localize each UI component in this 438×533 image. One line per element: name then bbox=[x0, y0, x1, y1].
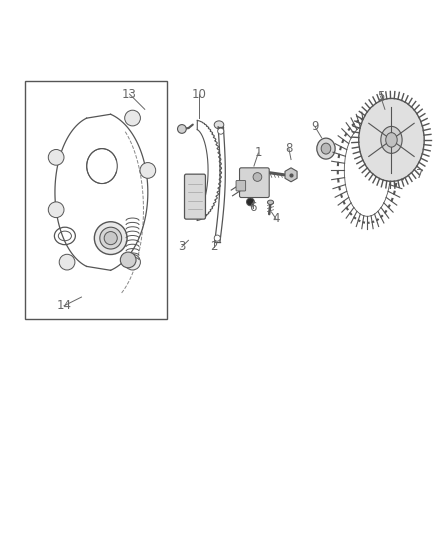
Ellipse shape bbox=[381, 126, 402, 154]
FancyBboxPatch shape bbox=[236, 181, 246, 191]
Text: 7: 7 bbox=[416, 168, 424, 181]
FancyBboxPatch shape bbox=[184, 174, 205, 219]
Ellipse shape bbox=[268, 200, 274, 205]
Ellipse shape bbox=[317, 138, 335, 159]
Ellipse shape bbox=[359, 99, 424, 181]
Text: 4: 4 bbox=[272, 212, 279, 225]
Text: 5: 5 bbox=[377, 90, 384, 103]
Text: 2: 2 bbox=[210, 240, 218, 253]
Circle shape bbox=[140, 163, 155, 179]
Ellipse shape bbox=[214, 121, 224, 129]
Ellipse shape bbox=[94, 222, 127, 254]
Circle shape bbox=[120, 252, 136, 268]
Text: 10: 10 bbox=[192, 87, 207, 101]
Circle shape bbox=[125, 254, 141, 270]
Circle shape bbox=[125, 110, 141, 126]
Bar bbox=[25, 81, 166, 319]
FancyBboxPatch shape bbox=[240, 168, 269, 198]
Text: 1: 1 bbox=[254, 147, 262, 159]
Ellipse shape bbox=[321, 143, 331, 154]
Circle shape bbox=[59, 254, 75, 270]
Text: 14: 14 bbox=[57, 300, 71, 312]
Ellipse shape bbox=[104, 231, 117, 245]
Text: 13: 13 bbox=[122, 87, 137, 101]
Circle shape bbox=[247, 198, 254, 206]
Circle shape bbox=[48, 202, 64, 217]
Polygon shape bbox=[285, 168, 297, 182]
Circle shape bbox=[48, 149, 64, 165]
Circle shape bbox=[218, 128, 224, 134]
Circle shape bbox=[253, 173, 262, 181]
Text: 6: 6 bbox=[249, 201, 257, 214]
Ellipse shape bbox=[386, 133, 397, 147]
Text: 8: 8 bbox=[285, 142, 293, 155]
Circle shape bbox=[214, 235, 220, 241]
Text: 3: 3 bbox=[178, 240, 186, 253]
Text: 9: 9 bbox=[311, 120, 319, 133]
Ellipse shape bbox=[100, 227, 122, 249]
Circle shape bbox=[177, 125, 186, 133]
